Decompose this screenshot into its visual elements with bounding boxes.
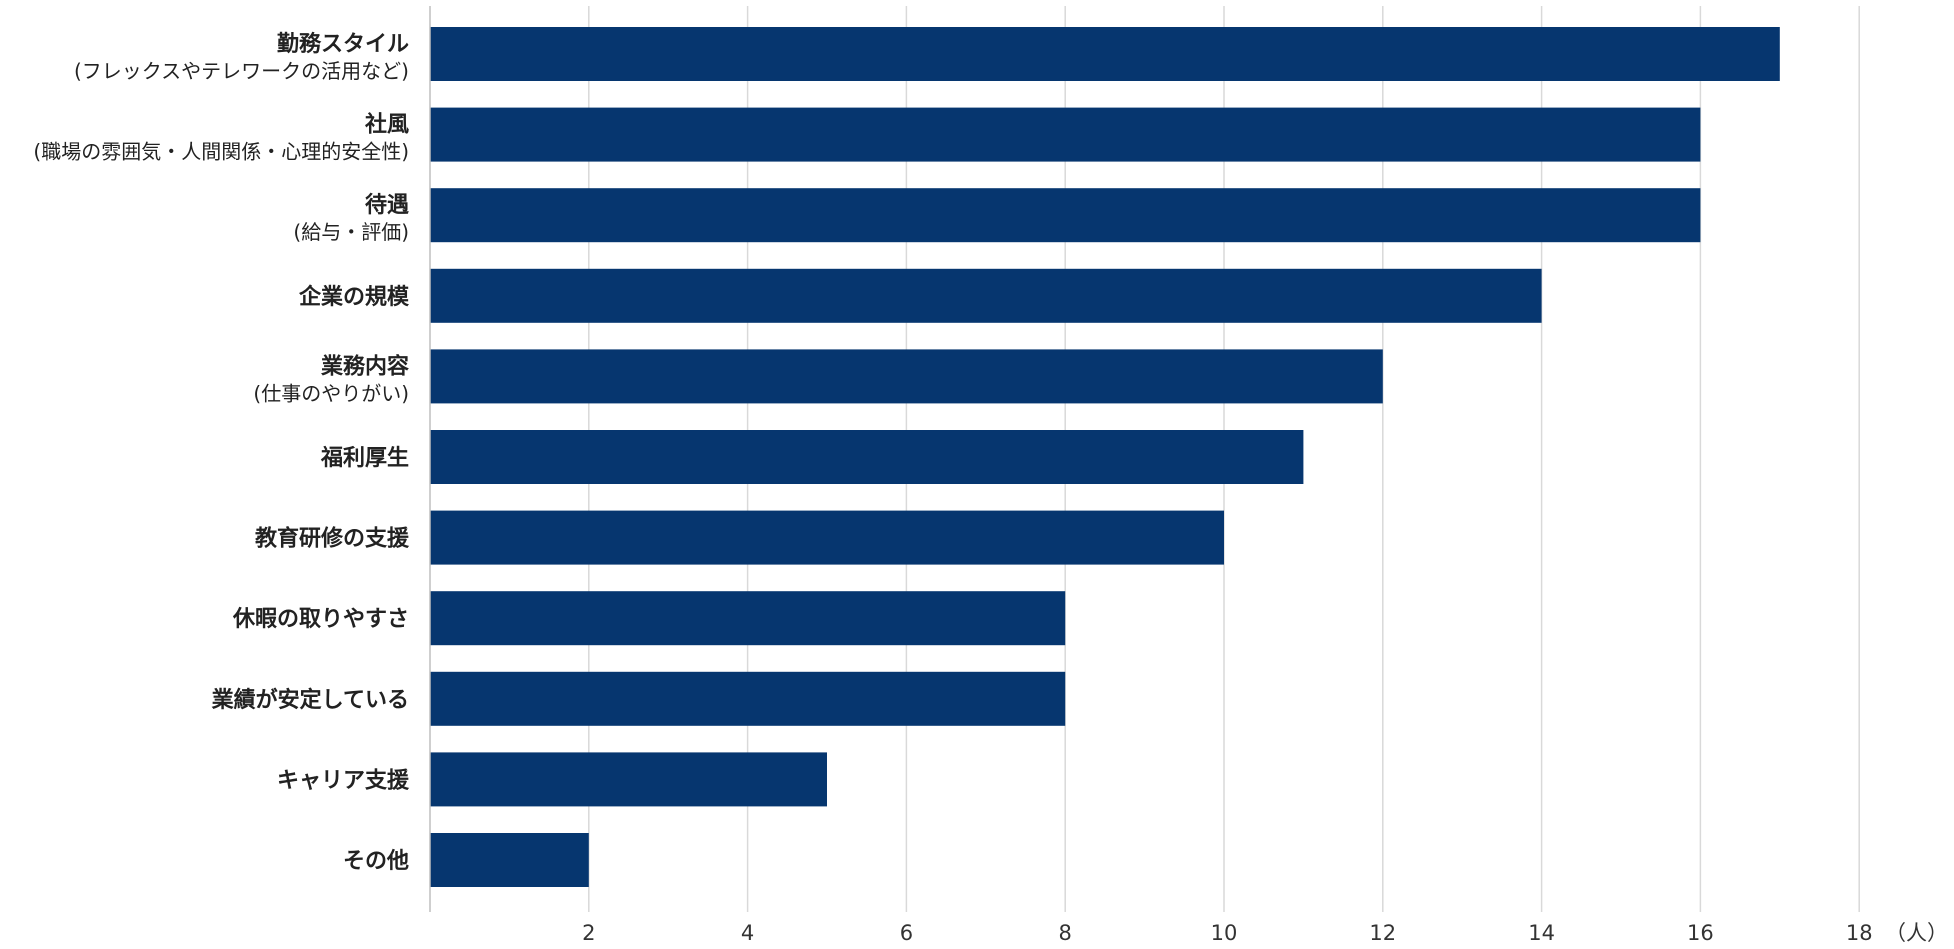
x-tick-label: 14 xyxy=(1528,921,1555,945)
category-label: 企業の規模 xyxy=(298,284,410,310)
category-label: 福利厚生 xyxy=(320,446,409,471)
bar xyxy=(430,349,1383,404)
category-label: 待遇 xyxy=(365,192,409,218)
category-label: 業務内容 xyxy=(321,353,409,379)
category-sublabel: (職場の雰囲気・人間関係・心理的安全性) xyxy=(33,140,409,164)
category-sublabel: (仕事のやりがい) xyxy=(253,381,409,405)
x-tick-labels: 2 4 6 8 10 12 14 16 18 xyxy=(582,921,1872,945)
category-label: その他 xyxy=(343,849,409,874)
bars xyxy=(430,27,1780,887)
bar xyxy=(430,188,1701,243)
bar xyxy=(430,27,1780,81)
category-sublabel: (フレックスやテレワークの活用など) xyxy=(74,59,409,83)
bar xyxy=(430,833,589,887)
bar xyxy=(430,752,827,807)
bar xyxy=(430,430,1304,484)
bar xyxy=(430,268,1542,323)
x-tick-label: 4 xyxy=(741,921,754,945)
x-tick-label: 10 xyxy=(1211,921,1238,945)
category-sublabel: (給与・評価) xyxy=(293,220,409,244)
x-tick-label: 18 xyxy=(1846,921,1873,945)
x-unit-label: （人） xyxy=(1885,921,1948,945)
bar xyxy=(430,510,1224,565)
x-tick-label: 2 xyxy=(582,921,595,945)
category-labels: 勤務スタイル(フレックスやテレワークの活用など) 社風(職場の雰囲気・人間関係・心… xyxy=(33,31,410,874)
category-label: 休暇の取りやすさ xyxy=(232,607,409,632)
category-label: 業績が安定している xyxy=(212,687,409,713)
x-tick-label: 8 xyxy=(1059,921,1072,945)
bar xyxy=(430,591,1066,646)
x-tick-label: 16 xyxy=(1687,921,1714,945)
bar xyxy=(430,107,1701,162)
bar xyxy=(430,671,1066,726)
x-tick-label: 6 xyxy=(900,921,913,945)
category-label: 勤務スタイル xyxy=(277,31,409,57)
category-label: 教育研修の支援 xyxy=(255,526,410,552)
category-label: 社風 xyxy=(365,112,409,138)
x-tick-label: 12 xyxy=(1369,921,1396,945)
category-label: キャリア支援 xyxy=(277,768,410,793)
